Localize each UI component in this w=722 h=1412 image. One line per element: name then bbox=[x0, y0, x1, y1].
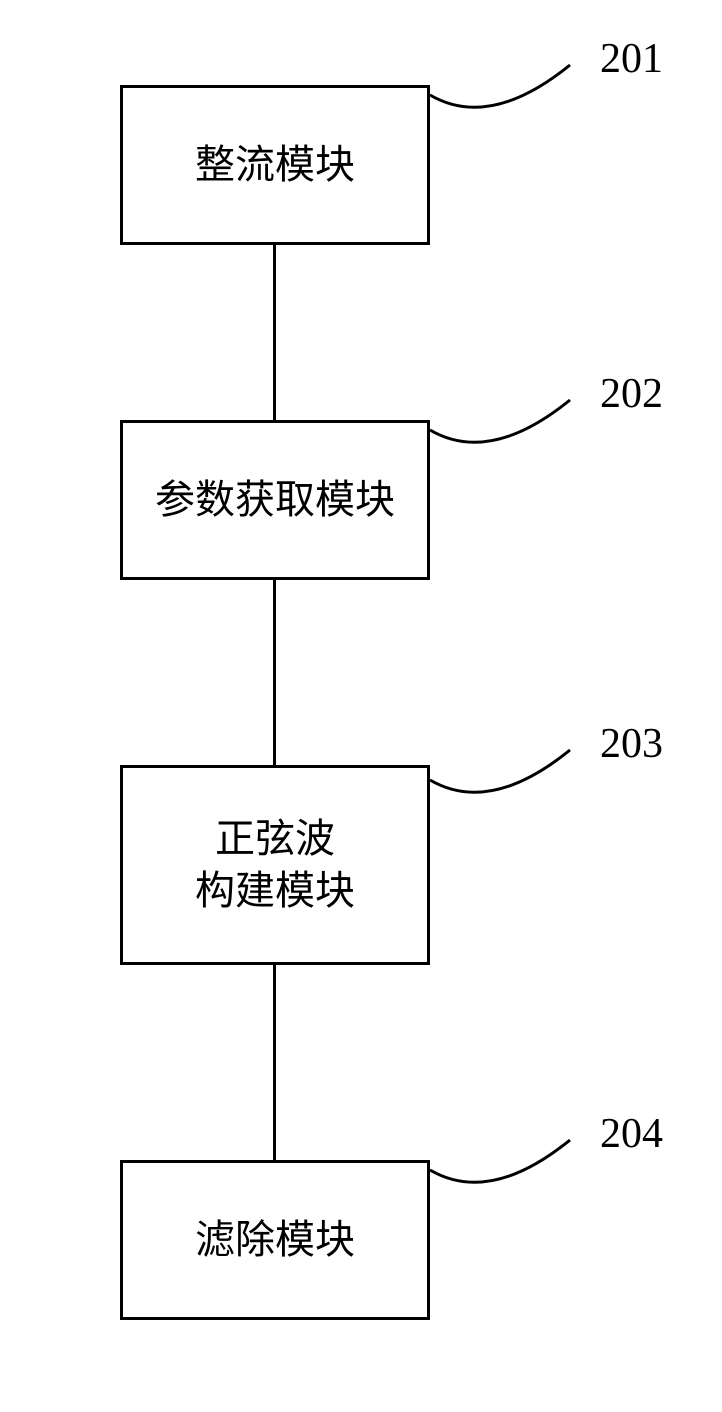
callout-curve-icon bbox=[430, 385, 590, 485]
node-label-204: 204 bbox=[600, 1110, 663, 1158]
node-label-201: 201 bbox=[600, 35, 663, 83]
node-parameter-acquisition-module: 参数获取模块 bbox=[120, 420, 430, 580]
node-filter-module: 滤除模块 bbox=[120, 1160, 430, 1320]
node-text: 滤除模块 bbox=[195, 1214, 355, 1266]
node-sine-wave-construction-module: 正弦波 构建模块 bbox=[120, 765, 430, 965]
node-label-203: 203 bbox=[600, 720, 663, 768]
node-text: 参数获取模块 bbox=[155, 474, 395, 526]
callout-curve-icon bbox=[430, 735, 590, 835]
connector-line bbox=[273, 245, 276, 420]
node-text: 正弦波 构建模块 bbox=[195, 813, 355, 917]
node-label-202: 202 bbox=[600, 370, 663, 418]
node-rectifier-module: 整流模块 bbox=[120, 85, 430, 245]
connector-line bbox=[273, 580, 276, 765]
callout-curve-icon bbox=[430, 50, 590, 150]
callout-curve-icon bbox=[430, 1125, 590, 1225]
connector-line bbox=[273, 965, 276, 1160]
node-text: 整流模块 bbox=[195, 139, 355, 191]
